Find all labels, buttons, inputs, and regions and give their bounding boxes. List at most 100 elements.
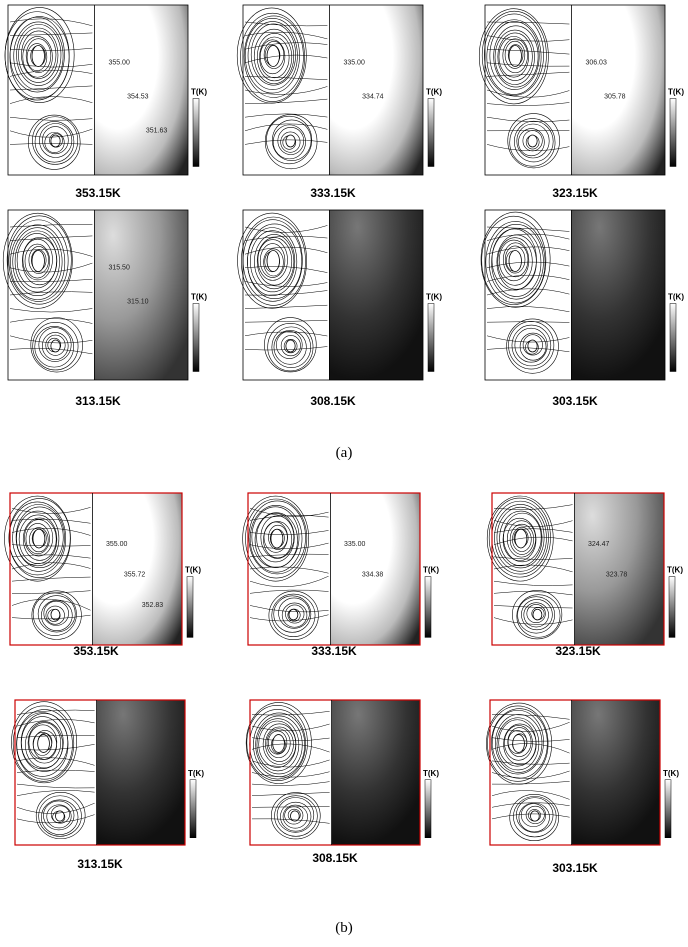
- panel: 335.00 334.38 T(K) 333.15K: [243, 493, 440, 658]
- vortex-core: [271, 529, 283, 548]
- figure-label: (a): [336, 445, 353, 461]
- legend-bar: [669, 577, 675, 638]
- legend-bar: [670, 99, 676, 167]
- legend-bar: [428, 99, 434, 167]
- panel: 355.00 354.53 351.63 T(K) 353.15K: [5, 5, 207, 200]
- vortex-core: [51, 340, 60, 352]
- contour-label: 305.78: [604, 94, 626, 101]
- legend-title: T(K): [191, 293, 207, 302]
- vortex-core: [289, 609, 298, 620]
- legend-title: T(K): [426, 293, 442, 302]
- legend-bar: [193, 99, 199, 167]
- vortex-core: [286, 340, 295, 352]
- streamline-field: [8, 5, 94, 175]
- vortex-core: [32, 251, 44, 272]
- contour-label: 323.78: [606, 572, 628, 579]
- contour-label: 355.00: [108, 60, 130, 67]
- temperature-field: [575, 493, 664, 645]
- legend-bar: [193, 304, 199, 372]
- contour-label: 315.50: [108, 265, 130, 272]
- panel: 324.47 323.78 T(K) 323.15K: [487, 493, 683, 658]
- contour-label: 306.03: [585, 60, 607, 67]
- contour-label: 324.47: [588, 541, 610, 548]
- temperature-field: [94, 210, 188, 380]
- panel: 315.50 315.10 T(K) 313.15K: [3, 210, 207, 408]
- legend-title: T(K): [668, 88, 684, 97]
- vortex-core: [55, 811, 64, 821]
- panel: 306.03 305.78 T(K) 323.15K: [479, 5, 684, 200]
- panel-caption: 303.15K: [552, 394, 598, 408]
- panel: T(K) 303.15K: [486, 700, 679, 875]
- contour-label: 334.74: [362, 94, 384, 101]
- panel: T(K) 313.15K: [11, 700, 204, 871]
- panel-caption: 308.15K: [310, 394, 356, 408]
- legend-title: T(K): [188, 769, 204, 778]
- legend-title: T(K): [667, 566, 683, 575]
- panel: 335.00 334.74 T(K) 333.15K: [237, 5, 442, 200]
- panel-caption: 313.15K: [77, 857, 123, 871]
- temperature-field: [571, 5, 665, 175]
- panel-caption: 333.15K: [310, 186, 356, 200]
- legend-title: T(K): [663, 769, 679, 778]
- temperature-field: [332, 700, 420, 845]
- contour-label: 315.10: [127, 299, 149, 306]
- contour-label: 334.38: [362, 572, 384, 579]
- contour-label: 352.83: [142, 602, 164, 609]
- legend-bar: [428, 304, 434, 372]
- vortex-core: [273, 735, 285, 753]
- panel-caption: 353.15K: [73, 644, 119, 658]
- vortex-core: [530, 811, 539, 821]
- temperature-field: [572, 700, 660, 845]
- legend-title: T(K): [423, 566, 439, 575]
- legend-bar: [190, 780, 196, 838]
- vortex-core: [286, 135, 295, 147]
- temperature-field: [329, 210, 423, 380]
- temperature-field: [97, 700, 185, 845]
- streamline-field: [490, 700, 572, 845]
- legend-bar: [425, 577, 431, 638]
- contour-label: 335.00: [343, 60, 365, 67]
- legend-bar: [425, 780, 431, 838]
- panel-caption: 303.15K: [552, 861, 598, 875]
- contour-label: 355.00: [106, 541, 128, 548]
- streamline-field: [250, 700, 332, 845]
- contour-label: 355.72: [124, 572, 146, 579]
- contour-label: 354.53: [127, 94, 149, 101]
- contour-label: 351.63: [146, 128, 168, 135]
- temperature-field: [331, 493, 420, 645]
- legend-title: T(K): [185, 566, 201, 575]
- legend-title: T(K): [423, 769, 439, 778]
- legend-bar: [665, 780, 671, 838]
- vortex-core: [32, 46, 44, 67]
- panel: T(K) 308.15K: [238, 210, 443, 408]
- vortex-core: [528, 340, 537, 352]
- panel-caption: 353.15K: [75, 186, 121, 200]
- panel-caption: 323.15K: [552, 186, 598, 200]
- temperature-field: [329, 5, 423, 175]
- vortex-core: [509, 46, 521, 67]
- legend-title: T(K): [426, 88, 442, 97]
- temperature-field: [93, 493, 182, 645]
- panel: T(K) 303.15K: [481, 210, 684, 408]
- panel-caption: 323.15K: [555, 644, 601, 658]
- panel: 355.00 355.72 352.83 T(K) 353.15K: [4, 493, 201, 658]
- legend-title: T(K): [668, 293, 684, 302]
- vortex-core: [267, 251, 279, 272]
- legend-title: T(K): [191, 88, 207, 97]
- panel-caption: 308.15K: [312, 851, 358, 865]
- legend-bar: [670, 304, 676, 372]
- panel-caption: 313.15K: [75, 394, 121, 408]
- legend-bar: [187, 577, 193, 638]
- figure: (a) (b) 355.00 354.53 351.63 T(K) 353.15K 335…: [0, 0, 688, 947]
- vortex-core: [509, 251, 521, 272]
- panel-caption: 333.15K: [311, 644, 357, 658]
- temperature-field: [94, 5, 188, 175]
- streamline-field: [15, 700, 97, 845]
- figure-label: (b): [335, 920, 353, 936]
- vortex-core: [528, 135, 537, 147]
- vortex-core: [533, 609, 542, 620]
- panel: T(K) 308.15K: [246, 700, 439, 865]
- contour-label: 335.00: [344, 541, 366, 548]
- temperature-field: [571, 210, 665, 380]
- vortex-core: [33, 529, 45, 548]
